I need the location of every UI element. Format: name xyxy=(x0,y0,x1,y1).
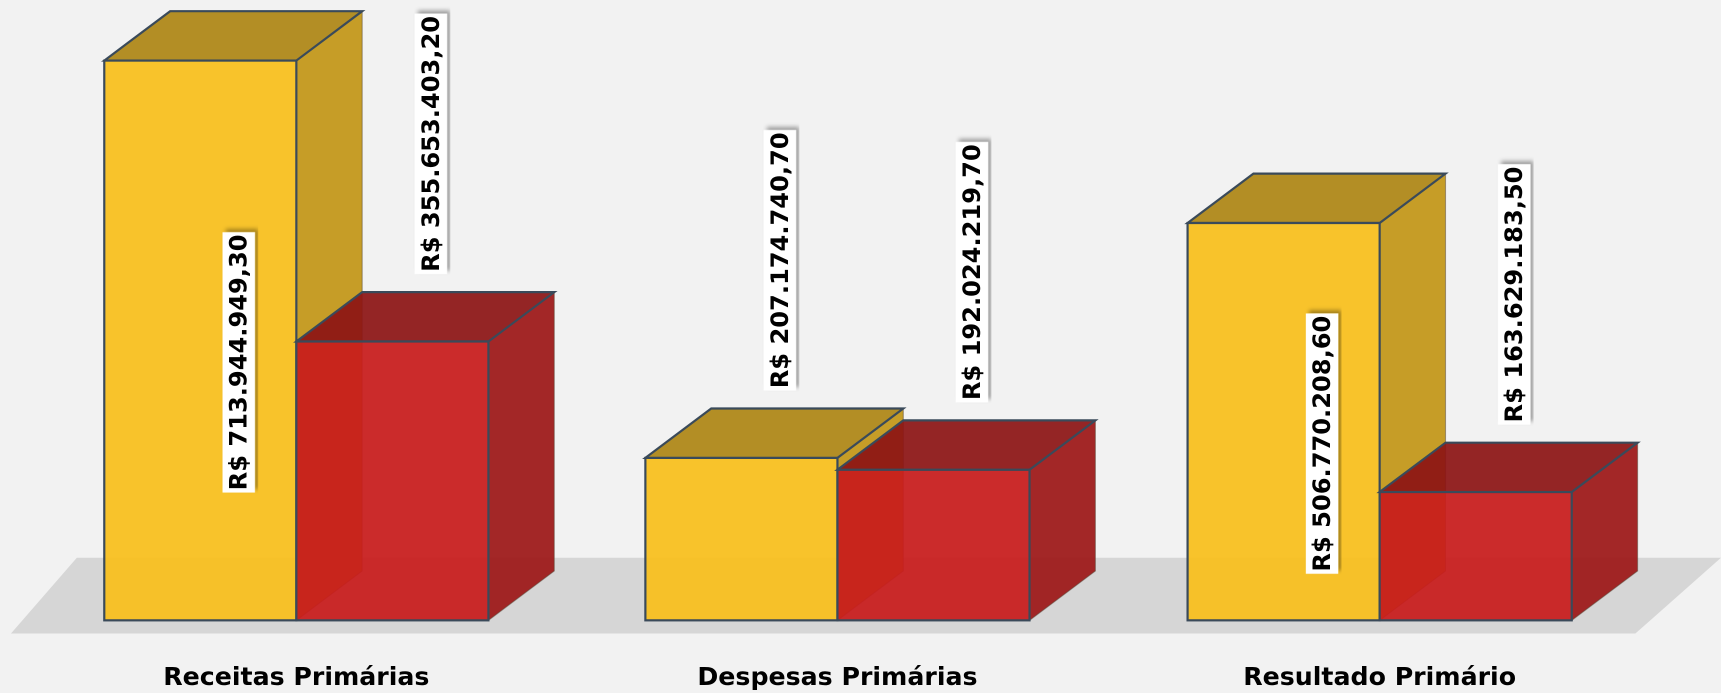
x-tick-label: Resultado Primário xyxy=(1243,662,1516,691)
value-label-group: R$ 207.174.740,70 xyxy=(763,130,797,391)
value-label-bg xyxy=(222,232,255,493)
value-label: R$ 713.944.949,30 xyxy=(225,234,253,490)
value-label-bg xyxy=(414,13,447,275)
bar xyxy=(1186,221,1381,622)
bar xyxy=(1378,490,1573,622)
value-label-group: R$ 192.024.219,70 xyxy=(955,142,989,403)
value-label: R$ 163.629.183,50 xyxy=(1500,167,1528,423)
value-label-group: R$ 506.770.208,60 xyxy=(1305,313,1339,574)
value-label: R$ 355.653.403,20 xyxy=(417,16,445,272)
value-label-group: R$ 355.653.403,20 xyxy=(414,13,447,275)
x-tick-label: Receitas Primárias xyxy=(163,662,429,691)
bar xyxy=(836,468,1031,622)
value-label-bg xyxy=(955,142,989,403)
value-label-group: R$ 163.629.183,50 xyxy=(1497,164,1531,425)
value-label: R$ 207.174.740,70 xyxy=(766,132,794,388)
value-label-group: R$ 713.944.949,30 xyxy=(222,232,255,493)
value-label-bg xyxy=(763,130,797,391)
bar-side xyxy=(487,291,555,622)
value-label: R$ 192.024.219,70 xyxy=(958,144,986,400)
bar xyxy=(295,340,490,622)
x-tick-label: Despesas Primárias xyxy=(697,662,977,691)
value-label: R$ 506.770.208,60 xyxy=(1308,316,1336,572)
value-label-bg xyxy=(1305,313,1339,574)
value-label-bg xyxy=(1497,164,1531,425)
bar xyxy=(103,59,298,622)
bar xyxy=(644,456,839,622)
